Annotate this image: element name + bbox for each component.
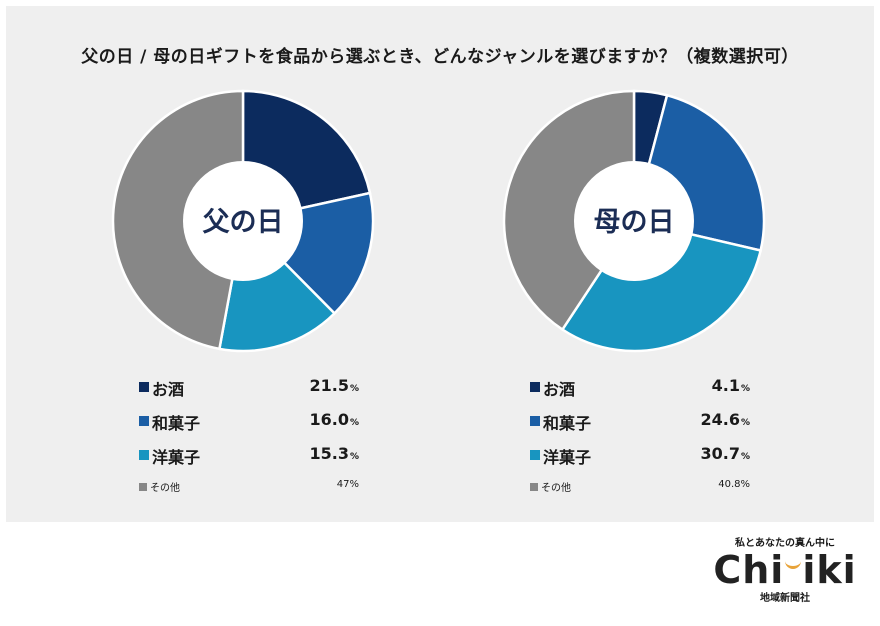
smile-icon [785,558,802,569]
brand-logo-right: iki [802,548,857,592]
legend-label: その他 [541,483,571,494]
legend-swatch [530,382,540,392]
donut-hole [183,161,303,281]
legend-value: 21.5% [309,376,359,395]
legend-value: 15.3% [309,444,359,463]
legend-item-yogashi: 洋菓子 15.3% [139,442,359,476]
center-label-mother: 母の日 [594,207,675,238]
legend-value: 47% [337,479,359,490]
brand-logo-block: 私とあなたの真ん中に Chi iki 地域新聞社 [710,534,860,604]
donut-hole [574,161,694,281]
legend-value: 4.1% [712,376,750,395]
legend-swatch [139,382,149,392]
slice-yogashi [560,219,763,353]
value-unit: % [349,479,359,490]
legend-value: 40.8% [718,479,750,490]
value-number: 15.3 [309,444,349,463]
legend-father: お酒 21.5% 和菓子 16.0% 洋菓子 15.3% その他 47% [139,374,359,502]
legend-swatch [139,450,149,460]
legend-label: お酒 [543,380,576,399]
legend-item-sonota: その他 47% [139,476,359,502]
value-unit: % [349,384,359,394]
legend-swatch [530,416,540,426]
chart-title: 父の日 / 母の日ギフトを食品から選ぶとき、どんなジャンルを選びますか？（複数選… [81,47,799,67]
value-unit: % [349,418,359,428]
value-number: 47 [336,479,350,490]
legend-label: 和菓子 [543,414,592,433]
legend-item-osake: お酒 4.1% [530,374,750,408]
legend-value: 24.6% [700,410,750,429]
legend-swatch [530,483,538,491]
value-unit: % [740,452,750,462]
legend-swatch [139,416,149,426]
legend-item-wagashi: 和菓子 16.0% [139,408,359,442]
value-number: 30.7 [700,444,740,463]
value-unit: % [349,452,359,462]
legend-item-yogashi: 洋菓子 30.7% [530,442,750,476]
brand-subtitle: 地域新聞社 [760,593,810,604]
legend-swatch [139,483,147,491]
legend-item-osake: お酒 21.5% [139,374,359,408]
legend-label: 洋菓子 [543,448,592,467]
donut-chart-mother: 母の日 [502,89,766,353]
value-unit: % [740,384,750,394]
slice-sonota [111,89,245,351]
legend-item-sonota: その他 40.8% [530,476,750,502]
value-number: 16.0 [309,410,349,429]
legend-swatch [530,450,540,460]
value-number: 21.5 [309,376,349,395]
brand-logo-left: Chi [713,548,785,592]
legend-value: 16.0% [309,410,359,429]
legend-label: その他 [150,483,180,494]
center-label-father: 父の日 [203,207,284,238]
legend-label: 和菓子 [152,414,201,433]
legend-label: 洋菓子 [152,448,201,467]
value-number: 24.6 [700,410,740,429]
legend-item-wagashi: 和菓子 24.6% [530,408,750,442]
legend-label: お酒 [152,380,185,399]
value-number: 40.8 [718,479,741,490]
donut-chart-father: 父の日 [111,89,375,353]
legend-mother: お酒 4.1% 和菓子 24.6% 洋菓子 30.7% その他 40.8% [530,374,750,502]
brand-tagline: 私とあなたの真ん中に [735,538,835,549]
value-number: 4.1 [711,376,740,395]
legend-value: 30.7% [700,444,750,463]
value-unit: % [740,479,750,490]
value-unit: % [740,418,750,428]
brand-logo: Chi iki [710,549,860,591]
